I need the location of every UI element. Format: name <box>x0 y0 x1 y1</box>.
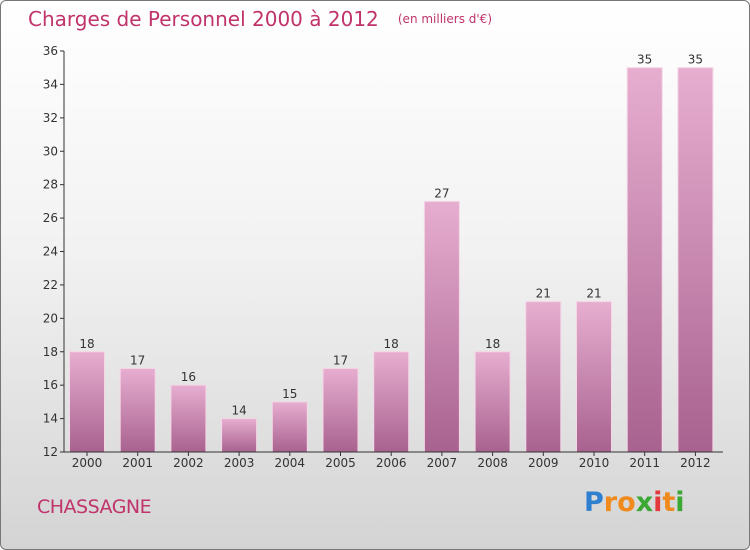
x-tick-label-2009: 2009 <box>528 456 559 470</box>
logo-letter: t <box>662 487 676 518</box>
x-tick-label-2005: 2005 <box>325 456 356 470</box>
bar-2005 <box>322 367 359 453</box>
chart-subtitle: (en milliers d'€) <box>397 12 492 26</box>
logo-letter: i <box>653 487 663 518</box>
x-tick-label-2011: 2011 <box>629 456 660 470</box>
y-tick-label-30: 30 <box>43 144 58 158</box>
x-tick-label-2007: 2007 <box>427 456 458 470</box>
data-label-2010: 21 <box>586 287 601 301</box>
data-label-2009: 21 <box>536 287 551 301</box>
bar-2012 <box>677 67 714 453</box>
y-tick-label-20: 20 <box>43 311 58 325</box>
y-tick-label-18: 18 <box>43 345 58 359</box>
logo-letter: i <box>675 487 685 518</box>
logo-letter: r <box>603 487 618 518</box>
logo-letter: x <box>635 487 654 518</box>
y-tick-label-12: 12 <box>43 445 58 459</box>
x-tick-label-2010: 2010 <box>579 456 610 470</box>
bar-2001 <box>119 367 156 453</box>
bar-2008 <box>474 351 511 453</box>
y-tick-label-14: 14 <box>43 412 58 426</box>
x-tick-label-2002: 2002 <box>173 456 204 470</box>
bar-2011 <box>626 67 663 453</box>
data-label-2008: 18 <box>485 337 500 351</box>
commune-name: CHASSAGNE <box>37 496 152 518</box>
x-tick-label-2001: 2001 <box>122 456 153 470</box>
data-label-2004: 15 <box>282 387 297 401</box>
data-label-2005: 17 <box>333 353 348 367</box>
bar-2002 <box>170 384 207 453</box>
data-label-2007: 27 <box>434 186 449 200</box>
y-tick-label-32: 32 <box>43 111 58 125</box>
bar-2003 <box>221 418 258 453</box>
title-row: Charges de Personnel 2000 à 2012 (en mil… <box>28 7 492 31</box>
data-label-2000: 18 <box>79 337 94 351</box>
x-tick-label-2000: 2000 <box>72 456 103 470</box>
x-tick-label-2012: 2012 <box>680 456 711 470</box>
data-label-2003: 14 <box>231 404 246 418</box>
y-tick-label-28: 28 <box>43 178 58 192</box>
proxiti-logo: Proxiti <box>584 487 685 518</box>
bar-2010 <box>576 301 612 453</box>
y-tick-label-36: 36 <box>43 44 58 58</box>
x-tick-label-2003: 2003 <box>224 456 255 470</box>
bar-2006 <box>373 351 410 453</box>
y-tick-label-26: 26 <box>43 211 58 225</box>
data-label-2002: 16 <box>181 370 196 384</box>
bar-2009 <box>525 301 562 453</box>
logo-letter: P <box>584 487 604 518</box>
x-tick-label-2008: 2008 <box>477 456 508 470</box>
bar-2007 <box>423 200 460 453</box>
x-tick-label-2004: 2004 <box>275 456 306 470</box>
bar-2004 <box>271 401 308 453</box>
bar-2000 <box>69 351 105 453</box>
data-label-2006: 18 <box>384 337 399 351</box>
y-tick-label-16: 16 <box>43 378 58 392</box>
y-tick-label-34: 34 <box>43 77 58 91</box>
y-tick-label-24: 24 <box>43 245 58 259</box>
data-label-2011: 35 <box>637 53 652 67</box>
data-label-2001: 17 <box>130 353 145 367</box>
y-tick-label-22: 22 <box>43 278 58 292</box>
logo-letter: o <box>617 487 636 518</box>
x-tick-label-2006: 2006 <box>376 456 407 470</box>
data-label-2012: 35 <box>688 53 703 67</box>
chart-title: Charges de Personnel 2000 à 2012 <box>28 7 379 31</box>
